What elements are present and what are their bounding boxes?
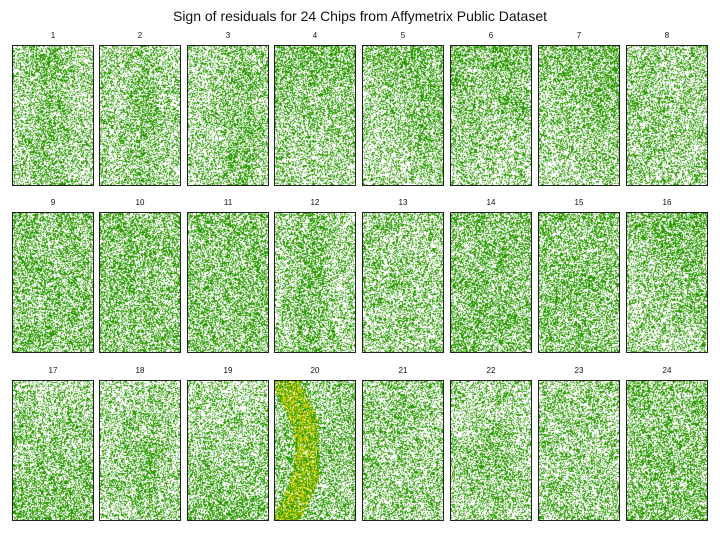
chip-label: 9	[50, 198, 56, 207]
chip-label: 11	[223, 198, 233, 207]
chip-residual-pixels	[451, 213, 531, 352]
chip-residual-image	[362, 380, 444, 521]
chip-residual-image	[12, 212, 94, 353]
chip-residual-image	[538, 45, 620, 186]
chip-panel-24: 24	[626, 366, 708, 521]
chip-residual-pixels	[13, 213, 93, 352]
chip-panel-20: 20	[274, 366, 356, 521]
chip-panel-21: 21	[362, 366, 444, 521]
chip-label: 3	[225, 31, 231, 40]
chip-residual-pixels	[451, 381, 531, 520]
chip-residual-pixels	[13, 381, 93, 520]
chip-residual-pixels	[363, 46, 443, 185]
chip-residual-image	[626, 380, 708, 521]
chip-residual-image	[99, 45, 181, 186]
chip-label: 12	[310, 198, 320, 207]
chip-label: 20	[310, 366, 320, 375]
chip-residual-image	[12, 45, 94, 186]
chip-label: 14	[486, 198, 496, 207]
chip-panel-22: 22	[450, 366, 532, 521]
chip-label: 7	[576, 31, 582, 40]
chip-panel-11: 11	[187, 198, 269, 353]
chart-title: Sign of residuals for 24 Chips from Affy…	[172, 8, 547, 24]
chip-panel-3: 3	[187, 31, 269, 186]
chip-residual-pixels	[188, 381, 268, 520]
chip-residual-image	[187, 45, 269, 186]
chip-panel-8: 8	[626, 31, 708, 186]
chip-residual-pixels	[451, 46, 531, 185]
chip-label: 2	[137, 31, 143, 40]
chip-panel-5: 5	[362, 31, 444, 186]
chip-label: 6	[488, 31, 494, 40]
chip-label: 22	[486, 366, 496, 375]
chip-panel-9: 9	[12, 198, 94, 353]
chip-panel-6: 6	[450, 31, 532, 186]
chip-residual-image	[362, 45, 444, 186]
chip-panel-4: 4	[274, 31, 356, 186]
chip-residual-pixels	[539, 381, 619, 520]
chip-residual-pixels	[100, 46, 180, 185]
chip-panel-7: 7	[538, 31, 620, 186]
chip-label: 5	[400, 31, 406, 40]
chip-panel-16: 16	[626, 198, 708, 353]
chip-label: 13	[398, 198, 408, 207]
chip-residual-image	[626, 45, 708, 186]
chip-residual-pixels	[627, 46, 707, 185]
chip-residual-pixels	[275, 381, 355, 520]
chip-panel-2: 2	[99, 31, 181, 186]
chip-label: 8	[664, 31, 670, 40]
chip-label: 1	[50, 31, 56, 40]
chip-residual-image	[538, 380, 620, 521]
chip-residual-image	[450, 380, 532, 521]
chip-residual-image	[626, 212, 708, 353]
chip-panel-18: 18	[99, 366, 181, 521]
chip-label: 15	[574, 198, 584, 207]
chip-label: 17	[48, 366, 58, 375]
chip-panel-17: 17	[12, 366, 94, 521]
chip-label: 10	[135, 198, 145, 207]
chip-residual-pixels	[363, 213, 443, 352]
chip-panel-23: 23	[538, 366, 620, 521]
chip-residual-image	[99, 380, 181, 521]
chip-residual-image	[450, 45, 532, 186]
chip-label: 19	[223, 366, 233, 375]
chip-label: 23	[574, 366, 584, 375]
chip-residual-image	[187, 212, 269, 353]
chip-panel-15: 15	[538, 198, 620, 353]
chip-residual-pixels	[539, 213, 619, 352]
chip-residual-image	[362, 212, 444, 353]
chip-residual-image	[274, 212, 356, 353]
chip-panel-1: 1	[12, 31, 94, 186]
chip-residual-image	[538, 212, 620, 353]
chip-residual-pixels	[188, 213, 268, 352]
chip-residual-image	[450, 212, 532, 353]
chip-residual-pixels	[100, 213, 180, 352]
chip-residual-pixels	[627, 381, 707, 520]
chip-panel-10: 10	[99, 198, 181, 353]
chip-residual-image	[274, 380, 356, 521]
chip-residual-image	[12, 380, 94, 521]
chip-residual-pixels	[363, 381, 443, 520]
chip-panel-13: 13	[362, 198, 444, 353]
chip-label: 18	[135, 366, 145, 375]
chip-residual-pixels	[100, 381, 180, 520]
chip-panel-19: 19	[187, 366, 269, 521]
chip-residual-image	[99, 212, 181, 353]
chip-panel-14: 14	[450, 198, 532, 353]
chip-label: 24	[662, 366, 672, 375]
chip-residual-image	[187, 380, 269, 521]
chip-residual-pixels	[188, 46, 268, 185]
chip-residual-image	[274, 45, 356, 186]
chip-residual-pixels	[13, 46, 93, 185]
chip-label: 4	[312, 31, 318, 40]
chip-residual-pixels	[539, 46, 619, 185]
chip-residual-pixels	[275, 46, 355, 185]
chip-residual-pixels	[275, 213, 355, 352]
chip-residual-pixels	[627, 213, 707, 352]
chip-label: 21	[398, 366, 408, 375]
chip-label: 16	[662, 198, 672, 207]
chip-panel-12: 12	[274, 198, 356, 353]
